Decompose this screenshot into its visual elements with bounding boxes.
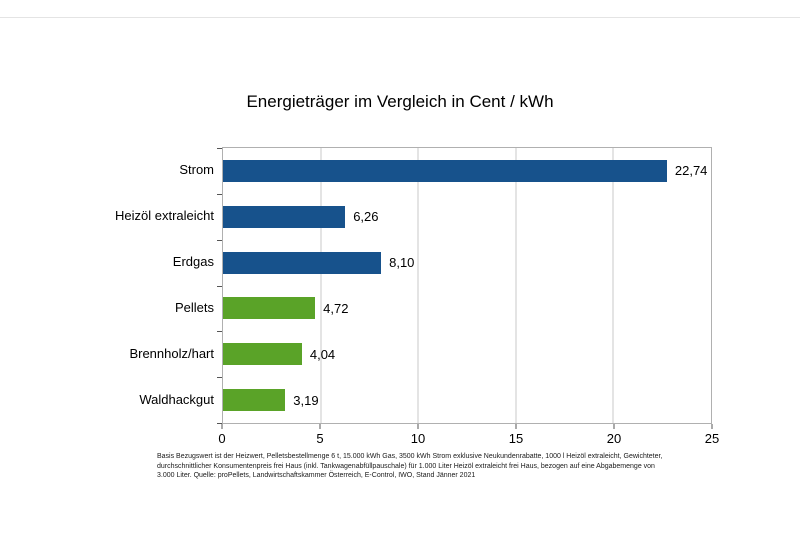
x-axis-tick-label: 0 — [218, 431, 226, 446]
bar-row: 6,26 — [223, 194, 711, 240]
bar-row: 8,10 — [223, 240, 711, 286]
top-divider — [0, 17, 800, 18]
x-axis-tick — [613, 424, 615, 429]
x-axis-tick-label: 5 — [316, 431, 324, 446]
category-label-erdgas: Erdgas — [172, 254, 214, 270]
bar-row: 22,74 — [223, 148, 711, 194]
gridline — [612, 148, 614, 423]
value-label-erdgas: 8,10 — [389, 255, 415, 271]
category-label-pellets: Pellets — [174, 299, 214, 315]
category-label-heizöl-extraleicht: Heizöl extraleicht — [115, 208, 214, 224]
x-axis-tick — [417, 424, 419, 429]
footnote-line: durchschnittlicher Konsumentenpreis frei… — [157, 462, 655, 470]
x-axis-tick — [221, 424, 223, 429]
x-axis-tick — [319, 424, 321, 429]
category-label-brennholz-hart: Brennholz/hart — [129, 345, 214, 361]
y-axis-tick — [217, 193, 222, 195]
chart-title: Energieträger im Vergleich in Cent / kWh — [246, 92, 554, 111]
bar-pellets — [223, 297, 316, 320]
value-label-heizöl-extraleicht: 6,26 — [353, 209, 379, 225]
gridline — [417, 148, 419, 423]
bar-row: 4,72 — [223, 286, 711, 332]
category-label-strom: Strom — [179, 162, 214, 178]
footnote-line: 3.000 Liter. Quelle: proPellets, Landwir… — [157, 472, 476, 479]
bar-row: 4,04 — [223, 331, 711, 377]
value-label-pellets: 4,72 — [323, 300, 349, 316]
bar-brennholz-hart — [223, 343, 302, 366]
bar-heizöl-extraleicht — [223, 205, 346, 228]
y-axis-tick — [217, 148, 222, 149]
footnote-line: Basis Bezugswert ist der Heizwert, Pelle… — [157, 453, 663, 460]
x-axis-tick-label: 25 — [704, 431, 720, 446]
y-axis-tick — [217, 285, 222, 287]
y-axis-tick — [217, 239, 222, 241]
value-label-waldhackgut: 3,19 — [293, 392, 319, 408]
x-axis: 0 5 10 15 20 25 — [218, 424, 719, 454]
value-label-brennholz-hart: 4,04 — [309, 346, 336, 362]
plot-area: 22,74 6,26 8,10 4,72 4,04 3,19 — [217, 147, 712, 424]
x-axis-tick-label: 15 — [508, 431, 524, 446]
x-axis-tick — [515, 424, 517, 429]
category-label-waldhackgut: Waldhackgut — [139, 391, 214, 407]
y-axis-tick — [217, 331, 222, 333]
x-axis-tick-label: 20 — [606, 431, 622, 446]
y-axis-tick — [217, 377, 222, 379]
bar-erdgas — [223, 251, 382, 274]
x-axis-tick-label: 10 — [410, 431, 426, 446]
gridline — [320, 148, 322, 423]
gridline — [515, 148, 517, 423]
bar-strom — [223, 159, 667, 182]
value-label-strom: 22,74 — [674, 163, 708, 179]
bar-row: 3,19 — [223, 377, 711, 423]
category-axis: Strom Heizöl extraleicht Erdgas Pellets Bren… — [0, 147, 222, 424]
footnote: Basis Bezugswert ist der Heizwert, Pelle… — [157, 452, 782, 481]
x-axis-tick — [711, 424, 713, 429]
y-axis-tick — [217, 423, 222, 424]
bar-waldhackgut — [223, 389, 286, 412]
